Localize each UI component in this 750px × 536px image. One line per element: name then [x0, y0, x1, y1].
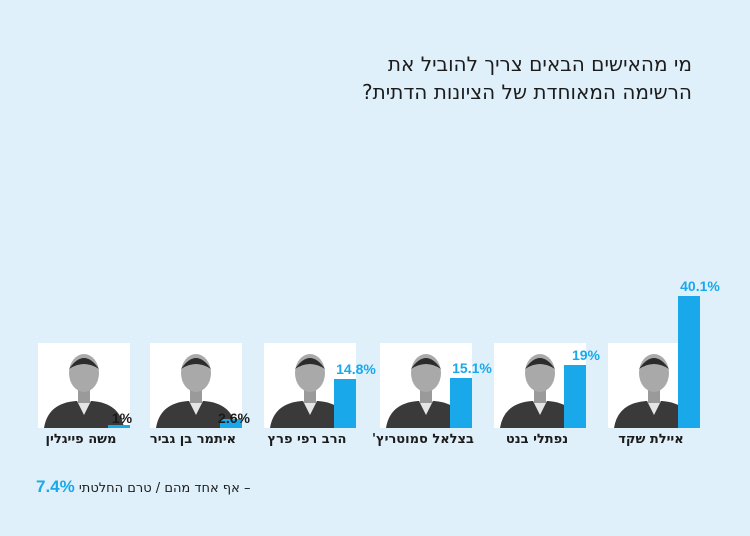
undecided-label: אף אחד מהם / טרם החלטתי –: [78, 481, 251, 496]
bar-value-label: 40.1%: [680, 277, 720, 294]
candidate-name: נפתלי בנט: [505, 432, 569, 447]
candidate-name: איילת שקד: [618, 432, 684, 447]
portrait-icon-2: [386, 354, 466, 428]
bar: [334, 379, 356, 428]
undecided-note: 7.4% אף אחד מהם / טרם החלטתי –: [36, 477, 250, 497]
candidate-name: משה פייגלין: [45, 432, 117, 447]
portrait-icon-4: [156, 354, 236, 428]
title-line-2: הרשימה המאוחדת של הציונות הדתית?: [361, 80, 692, 104]
bar-value-label: 1%: [111, 410, 133, 426]
bar: [108, 424, 130, 428]
bar-value-label: 19%: [571, 347, 601, 364]
bar-value-label: 14.8%: [336, 361, 376, 378]
bar-value-label: 2.6%: [218, 410, 250, 426]
portrait-icon-1: [500, 354, 580, 428]
bar-value-label: 15.1%: [452, 360, 492, 377]
bar: [220, 419, 242, 428]
portrait-icon-3: [270, 354, 350, 428]
candidate-name: איתמר בן גביר: [149, 432, 237, 447]
portrait-card: [150, 343, 242, 428]
candidate-name: הרב רפי פרץ: [267, 432, 347, 447]
bar: [450, 378, 472, 428]
portrait-icon-0: [614, 354, 694, 428]
bar: [564, 365, 586, 428]
portrait-card: [38, 343, 130, 428]
bar: [678, 295, 700, 428]
candidate-name: בצלאל סמוטריץ': [372, 432, 474, 447]
undecided-value: 7.4%: [36, 477, 75, 496]
chart-title: מי מהאישים הבאים צריך להוביל את הרשימה ה…: [362, 50, 692, 106]
title-line-1: מי מהאישים הבאים צריך להוביל את: [387, 52, 692, 76]
portrait-icon-5: [44, 354, 124, 428]
